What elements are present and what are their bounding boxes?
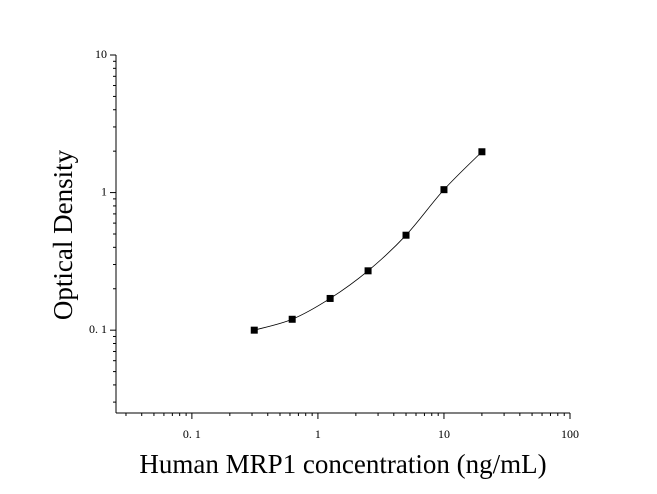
data-point bbox=[326, 294, 334, 302]
x-axis-label: Human MRP1 concentration (ng/mL) bbox=[139, 449, 546, 479]
y-tick-label: 0. 1 bbox=[89, 322, 107, 336]
x-tick-label: 100 bbox=[561, 427, 579, 441]
data-point bbox=[478, 148, 486, 156]
data-point bbox=[288, 315, 296, 323]
x-tick-label: 1 bbox=[315, 427, 321, 441]
y-axis-label: Optical Density bbox=[48, 149, 78, 320]
x-tick-label: 0. 1 bbox=[183, 427, 201, 441]
y-tick-label: 1 bbox=[101, 184, 107, 198]
data-point bbox=[250, 326, 258, 334]
x-tick-label: 10 bbox=[438, 427, 450, 441]
fit-curve bbox=[254, 151, 483, 331]
data-point bbox=[364, 267, 372, 275]
data-point bbox=[402, 231, 410, 239]
y-tick-label: 10 bbox=[95, 47, 107, 61]
data-point bbox=[440, 186, 448, 194]
